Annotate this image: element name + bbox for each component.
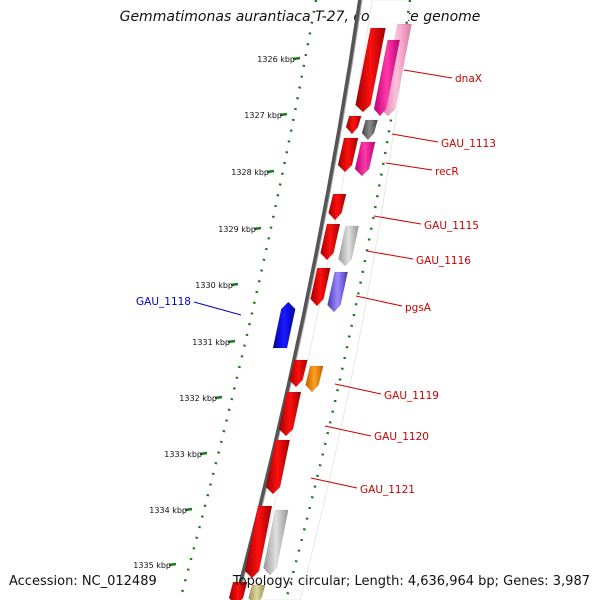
accession-text: Accession: NC_012489 bbox=[9, 574, 157, 589]
tick-label: 1330 kbp bbox=[195, 281, 233, 290]
gene-arrow-red[interactable] bbox=[244, 505, 273, 579]
tick-label: 1334 kbp bbox=[149, 506, 187, 515]
gene-arrow-lightgray[interactable] bbox=[338, 225, 360, 267]
tick-label: 1326 kbp bbox=[257, 55, 295, 64]
gene-arrow-red[interactable] bbox=[345, 115, 362, 135]
tick-label: 1329 kbp bbox=[218, 225, 256, 234]
tick-mark bbox=[168, 562, 177, 567]
gene-arrow-red[interactable] bbox=[310, 267, 331, 307]
gene-label[interactable]: GAU_1116 bbox=[416, 255, 471, 267]
label-leader-line bbox=[403, 69, 453, 79]
gene-label[interactable]: GAU_1113 bbox=[441, 138, 496, 150]
tick-mark bbox=[253, 226, 262, 231]
gene-arrow-red[interactable] bbox=[328, 193, 347, 221]
gene-arrow-magenta[interactable] bbox=[354, 141, 376, 177]
label-leader-line bbox=[334, 383, 382, 395]
gene-arrow-magenta[interactable] bbox=[373, 39, 400, 117]
gene-arrow-red[interactable] bbox=[320, 223, 341, 261]
tick-label: 1335 kbp bbox=[133, 561, 171, 570]
label-leader-line bbox=[391, 133, 439, 143]
gene-arrow-red[interactable] bbox=[265, 439, 291, 495]
tick-mark bbox=[214, 395, 223, 400]
gene-label[interactable]: GAU_1115 bbox=[424, 220, 479, 232]
gene-label[interactable]: recR bbox=[435, 166, 459, 178]
label-leader-line bbox=[366, 250, 414, 260]
label-leader-line bbox=[324, 425, 372, 437]
gene-arrow-red[interactable] bbox=[278, 391, 302, 437]
gene-arrow-blue[interactable] bbox=[272, 301, 296, 349]
tick-label: 1328 kbp bbox=[231, 168, 269, 177]
gene-label[interactable]: pgsA bbox=[405, 302, 432, 314]
gc-track-inner bbox=[178, 0, 318, 600]
gene-arrow-orange[interactable] bbox=[305, 365, 324, 393]
gene-label[interactable]: GAU_1119 bbox=[384, 390, 439, 402]
topology-text: Topology: circular; Length: 4,636,964 bp… bbox=[232, 574, 590, 589]
label-leader-line bbox=[193, 301, 242, 316]
label-leader-line bbox=[385, 162, 433, 171]
gene-arrow-red[interactable] bbox=[289, 359, 308, 388]
label-leader-line bbox=[310, 477, 358, 489]
tick-mark bbox=[279, 112, 288, 117]
tick-mark bbox=[292, 56, 301, 61]
tick-mark bbox=[184, 507, 193, 512]
tick-label: 1333 kbp bbox=[164, 450, 202, 459]
gene-label[interactable]: GAU_1118 bbox=[136, 296, 191, 308]
gene-arrow-gray[interactable] bbox=[361, 119, 378, 141]
gene-arrow-red[interactable] bbox=[355, 27, 386, 113]
gene-arrow-red[interactable] bbox=[337, 137, 359, 173]
tick-label: 1327 kbp bbox=[244, 111, 282, 120]
gene-label[interactable]: GAU_1121 bbox=[360, 484, 415, 496]
tick-label: 1332 kbp bbox=[179, 394, 217, 403]
tick-label: 1331 kbp bbox=[192, 338, 230, 347]
label-leader-line bbox=[355, 295, 403, 307]
gene-label[interactable]: GAU_1120 bbox=[374, 431, 429, 443]
gene-arrow-lightgray[interactable] bbox=[263, 509, 289, 576]
gene-arrow-red[interactable] bbox=[228, 581, 248, 600]
tick-mark bbox=[266, 169, 275, 174]
tick-mark bbox=[227, 339, 236, 344]
gene-label[interactable]: dnaX bbox=[455, 73, 482, 85]
tick-mark bbox=[199, 451, 208, 456]
gene-arrow-purple[interactable] bbox=[327, 271, 349, 313]
gene-arrow-olive[interactable] bbox=[248, 584, 266, 600]
label-leader-line bbox=[373, 215, 422, 225]
tick-mark bbox=[230, 282, 239, 287]
